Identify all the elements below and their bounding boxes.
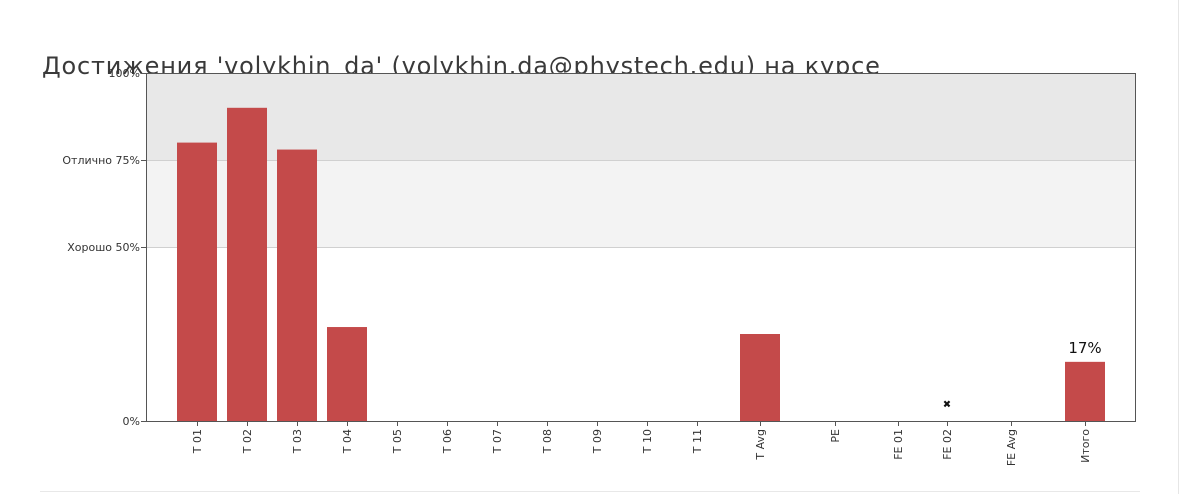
plot-border [146, 73, 1136, 422]
x-tick-label: T Avg [754, 429, 767, 461]
bar [227, 107, 267, 422]
x-tick-label: T 08 [541, 429, 554, 454]
bar [327, 327, 367, 421]
x-tick-label: T 06 [441, 429, 454, 454]
x-tick-label: T 05 [391, 429, 404, 454]
x-tick-label: T 03 [291, 429, 304, 454]
y-tick-label: 0% [123, 415, 140, 428]
x-tick-label: T 09 [591, 429, 604, 454]
x-tick-label: T 02 [241, 429, 254, 454]
bar [740, 334, 780, 421]
x-tick-label: FE 02 [941, 429, 954, 460]
x-tick-label: Итого [1079, 429, 1092, 463]
bar [277, 149, 317, 421]
band-excellent [146, 73, 1136, 160]
bar [177, 142, 217, 421]
cross-marker: ✖ [943, 400, 951, 411]
x-tick-label: T 10 [641, 429, 654, 454]
x-tick-label: FE Avg [1005, 429, 1018, 466]
bottom-divider [40, 491, 1140, 492]
x-tick-label: FE 01 [892, 429, 905, 460]
x-tick-label: T 07 [491, 429, 504, 454]
x-tick-label: T 01 [191, 429, 204, 454]
y-tick-label: 100% [109, 67, 140, 80]
x-tick-label: PE [829, 429, 842, 443]
x-tick-label: T 04 [341, 429, 354, 454]
x-tick-label: T 11 [691, 429, 704, 454]
y-tick-label: Отлично 75% [62, 154, 140, 167]
data-label: 17% [1068, 339, 1101, 357]
bar [1065, 361, 1105, 421]
y-tick-label: Хорошо 50% [67, 241, 140, 254]
